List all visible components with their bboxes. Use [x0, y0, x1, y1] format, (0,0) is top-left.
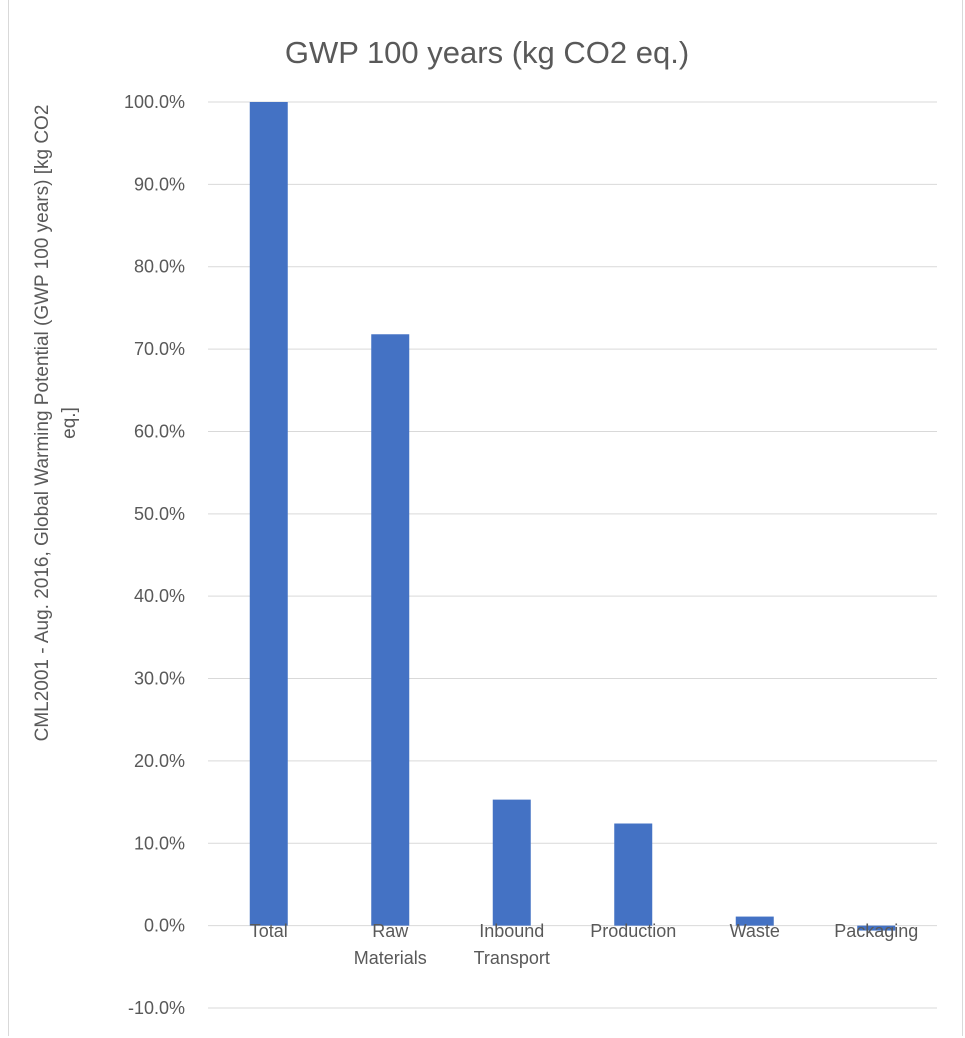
y-axis-label-line-1: CML2001 - Aug. 2016, Global Warming Pote… — [32, 105, 53, 742]
bars — [249, 102, 896, 931]
y-axis-ticks: -10.0% 0.0% 10.0% 20.0% 30.0% 40.0% 50.0% 60.0%… — [124, 92, 185, 1018]
x-category-label: Production — [590, 921, 676, 941]
y-tick-label: 10.0% — [134, 833, 185, 853]
bar — [614, 823, 653, 926]
bar — [371, 334, 410, 926]
y-axis-label-line-2: eq.] — [59, 407, 80, 439]
y-tick-label: 70.0% — [134, 339, 185, 359]
x-category-label: Waste — [730, 921, 780, 941]
x-category-label: Packaging — [834, 921, 918, 941]
y-axis-label: CML2001 - Aug. 2016, Global Warming Pote… — [32, 105, 80, 742]
y-tick-label: 80.0% — [134, 257, 185, 277]
chart-title: GWP 100 years (kg CO2 eq.) — [285, 35, 689, 70]
y-tick-label: 0.0% — [144, 916, 185, 936]
bar — [735, 916, 774, 926]
y-tick-label: 50.0% — [134, 504, 185, 524]
y-tick-label: 60.0% — [134, 421, 185, 441]
bar — [249, 102, 288, 926]
gridlines — [208, 101, 937, 1009]
y-tick-label: 20.0% — [134, 751, 185, 771]
x-axis-labels: Total Raw Materials Inbound Transport Product… — [250, 921, 919, 968]
y-tick-label: 40.0% — [134, 586, 185, 606]
y-tick-label: -10.0% — [128, 998, 185, 1018]
y-tick-label: 90.0% — [134, 174, 185, 194]
x-category-label: Inbound — [479, 921, 544, 941]
y-tick-label: 100.0% — [124, 92, 185, 112]
x-category-label: Transport — [474, 948, 550, 968]
x-category-label: Raw — [372, 921, 409, 941]
bar — [492, 799, 531, 926]
bar — [857, 925, 896, 931]
x-category-label: Total — [250, 921, 288, 941]
y-tick-label: 30.0% — [134, 669, 185, 689]
x-category-label: Materials — [354, 948, 427, 968]
chart-frame — [8, 0, 963, 1036]
